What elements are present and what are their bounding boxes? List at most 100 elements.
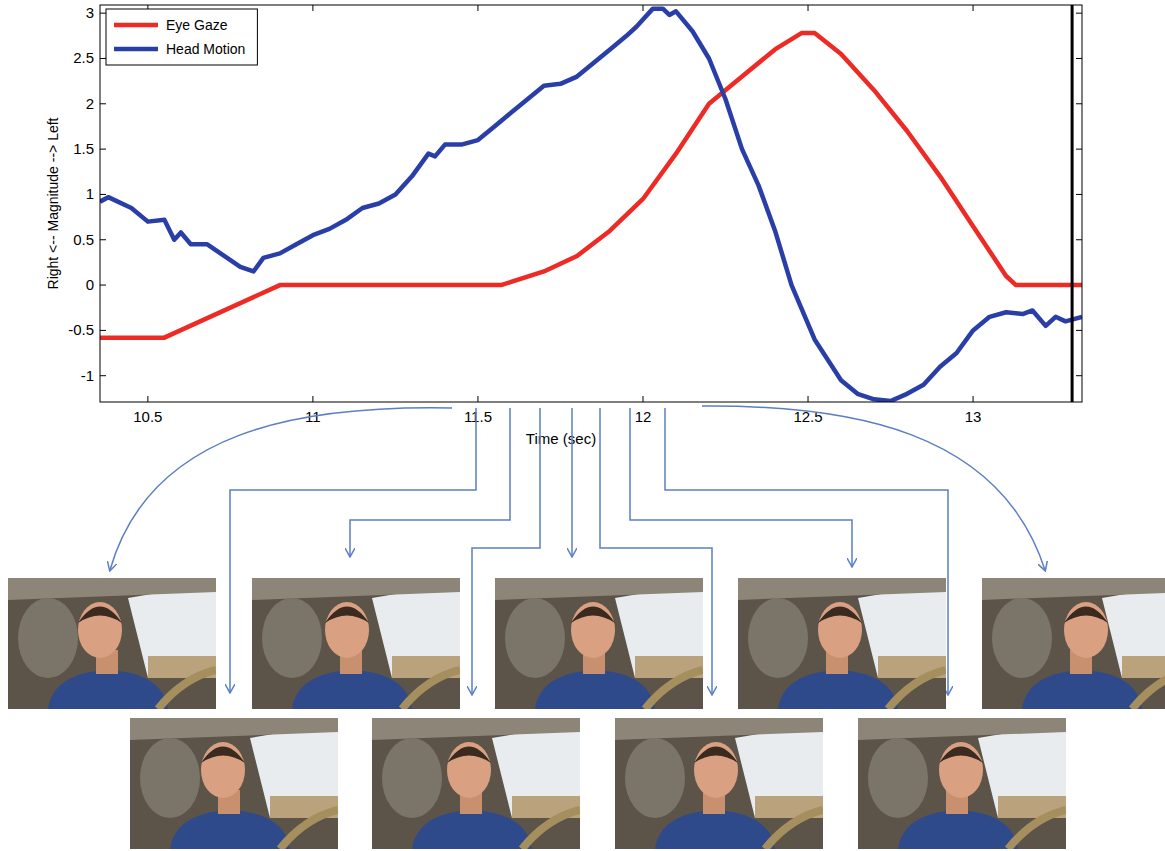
cabin xyxy=(495,578,703,709)
face xyxy=(447,742,491,798)
video-frame xyxy=(615,718,823,849)
headrest xyxy=(382,738,442,818)
cabin xyxy=(615,718,823,849)
arrow xyxy=(571,408,573,556)
y-axis-title: Right <-- Magnitude --> Left xyxy=(45,117,61,289)
steering-wheel xyxy=(765,810,823,849)
shirt xyxy=(170,810,290,849)
x-tick xyxy=(642,396,643,402)
window xyxy=(128,583,216,678)
headrest xyxy=(625,738,685,818)
y-tick-label: -1 xyxy=(81,367,94,384)
steering-wheel xyxy=(402,670,460,709)
cabin xyxy=(858,718,1066,849)
window xyxy=(978,723,1066,818)
window xyxy=(250,723,338,818)
headrest xyxy=(992,598,1052,678)
video-frame xyxy=(738,578,946,709)
y-tick-label: 0 xyxy=(86,276,94,293)
arrow xyxy=(110,408,452,570)
y-tick xyxy=(1076,58,1082,59)
roof xyxy=(495,578,703,600)
x-tick xyxy=(312,396,313,402)
x-tick xyxy=(808,5,809,11)
video-frame xyxy=(130,718,338,849)
headrest xyxy=(868,738,928,818)
x-tick xyxy=(477,396,478,402)
landscape xyxy=(1122,656,1165,678)
x-tick xyxy=(973,396,974,402)
face xyxy=(939,742,983,798)
y-tick-label: 2.5 xyxy=(73,49,94,66)
window xyxy=(735,723,823,818)
legend-label: Head Motion xyxy=(166,41,245,57)
hair xyxy=(201,747,245,764)
x-tick xyxy=(642,5,643,11)
y-tick-label: -0.5 xyxy=(68,321,94,338)
x-tick-label: 12 xyxy=(635,408,652,425)
steering-wheel xyxy=(522,810,580,849)
y-tick xyxy=(100,239,106,240)
x-tick xyxy=(147,396,148,402)
y-tick xyxy=(1076,149,1082,150)
headrest xyxy=(140,738,200,818)
hair xyxy=(818,607,862,624)
x-tick-label: 10.5 xyxy=(133,408,162,425)
face xyxy=(1064,602,1108,658)
y-tick xyxy=(100,13,106,14)
video-frame xyxy=(372,718,580,849)
steering-wheel xyxy=(645,670,703,709)
arrow xyxy=(350,408,510,556)
series-line xyxy=(100,33,1082,338)
window xyxy=(1102,583,1165,678)
cabin xyxy=(738,578,946,709)
face xyxy=(818,602,862,658)
window xyxy=(615,583,703,678)
shirt xyxy=(48,670,168,709)
face xyxy=(201,742,245,798)
hair xyxy=(694,747,738,764)
x-tick-label: 11.5 xyxy=(464,408,492,425)
y-tick xyxy=(1076,330,1082,331)
roof xyxy=(738,578,946,600)
x-tick xyxy=(973,5,974,11)
shirt xyxy=(412,810,532,849)
shirt xyxy=(655,810,775,849)
window xyxy=(858,583,946,678)
legend: Eye GazeHead Motion xyxy=(106,9,257,65)
y-tick xyxy=(100,149,106,150)
video-frame xyxy=(252,578,460,709)
y-tick xyxy=(100,330,106,331)
axes: 10.51111.51212.513-1-0.500.511.522.53 xyxy=(68,4,1082,425)
plot-area xyxy=(100,5,1082,402)
y-tick xyxy=(100,285,106,286)
cabin xyxy=(982,578,1165,709)
video-frame xyxy=(858,718,1066,849)
shirt xyxy=(535,670,655,709)
steering-wheel xyxy=(280,810,338,849)
legend-swatch xyxy=(114,23,158,28)
steering-wheel xyxy=(1008,810,1066,849)
y-tick xyxy=(100,375,106,376)
cabin xyxy=(252,578,460,709)
hair xyxy=(939,747,983,764)
headrest xyxy=(748,598,808,678)
roof xyxy=(615,718,823,740)
window xyxy=(372,583,460,678)
y-tick xyxy=(1076,13,1082,14)
x-tick xyxy=(477,5,478,11)
y-tick xyxy=(1076,239,1082,240)
roof xyxy=(858,718,1066,740)
roof xyxy=(130,718,338,740)
y-tick xyxy=(100,103,106,104)
x-tick xyxy=(808,396,809,402)
y-tick xyxy=(1076,194,1082,195)
face xyxy=(78,602,122,658)
legend-swatch xyxy=(114,47,158,52)
roof xyxy=(372,718,580,740)
x-axis-title: Time (sec) xyxy=(526,430,596,447)
roof xyxy=(982,578,1165,600)
steering-wheel xyxy=(888,670,946,709)
shirt xyxy=(778,670,898,709)
shirt xyxy=(898,810,1018,849)
